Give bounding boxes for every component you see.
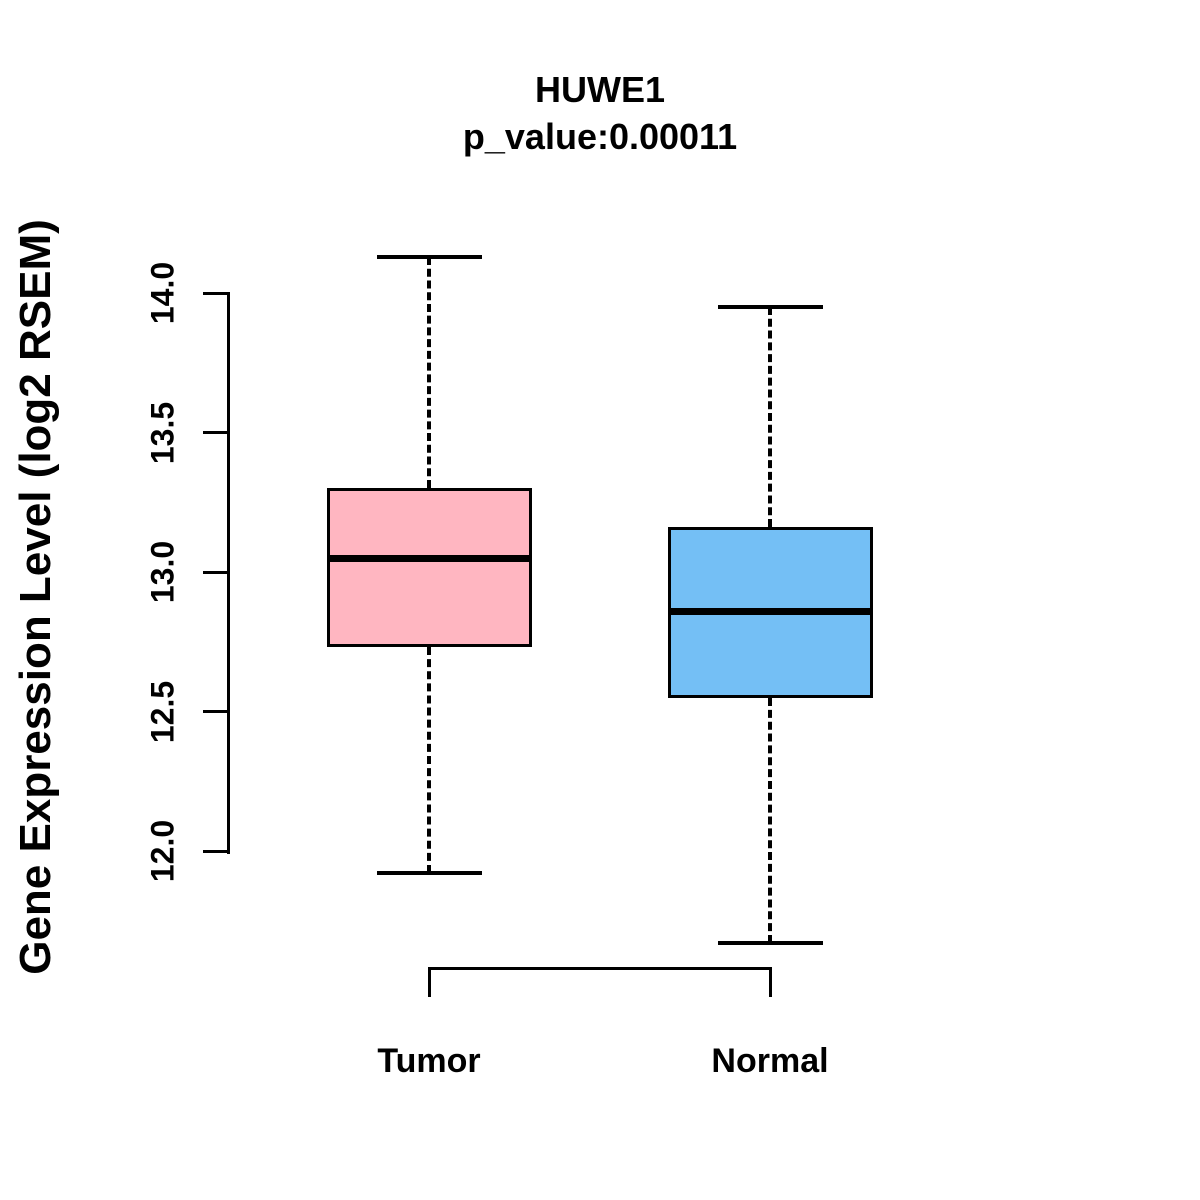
median-line (326, 554, 532, 562)
upper-whisker (427, 256, 431, 489)
x-label-normal: Normal (711, 1042, 829, 1080)
y-tick-label: 13.5 (144, 401, 181, 464)
y-axis-tick (203, 291, 230, 295)
chart-title: HUWE1 (534, 69, 665, 110)
lower-whisker (427, 647, 431, 874)
y-axis-line (227, 293, 230, 854)
x-axis-tick (768, 966, 772, 997)
chart-subtitle: p_value:0.00011 (462, 116, 738, 157)
x-label-tumor: Tumor (377, 1042, 481, 1080)
y-axis-tick (203, 710, 230, 713)
upper-whisker (768, 306, 772, 528)
lower-whisker-cap (717, 941, 823, 946)
median-line (667, 607, 873, 615)
y-tick-label: 13.0 (144, 540, 181, 604)
lower-whisker-cap (376, 871, 482, 876)
y-tick-label: 12.0 (144, 819, 181, 883)
y-axis-tick (203, 849, 230, 853)
x-axis-line (429, 966, 770, 970)
y-axis-tick (203, 431, 230, 434)
x-axis-tick (427, 966, 431, 997)
chart-title-block: HUWE1 p_value:0.00011 (230, 66, 970, 160)
upper-whisker-cap (717, 304, 823, 309)
y-tick-label: 14.0 (144, 261, 181, 325)
y-axis-title: Gene Expression Level (log2 RSEM) (11, 219, 60, 975)
y-axis-tick (203, 570, 230, 574)
lower-whisker (768, 697, 772, 944)
y-tick-label: 12.5 (144, 680, 181, 743)
box-tumor (326, 488, 532, 648)
upper-whisker-cap (376, 254, 482, 259)
